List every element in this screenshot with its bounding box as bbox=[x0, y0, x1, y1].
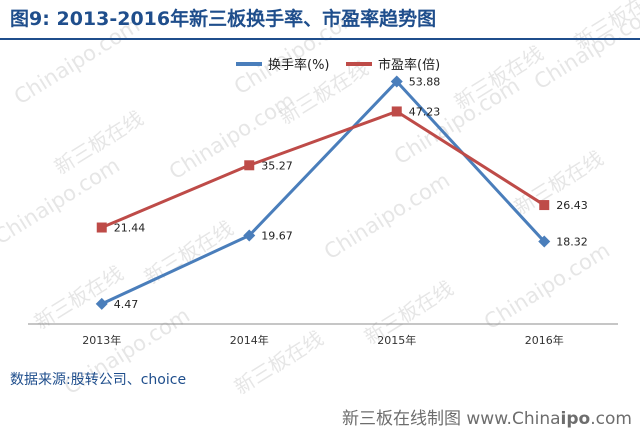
legend-label: 换手率(%) bbox=[268, 57, 330, 73]
square-marker bbox=[244, 160, 255, 171]
data-label: 47.23 bbox=[409, 105, 441, 118]
diamond-marker bbox=[95, 297, 108, 310]
data-label: 21.44 bbox=[114, 222, 146, 235]
brand-suffix: .com bbox=[590, 409, 632, 429]
x-tick-label: 2016年 bbox=[525, 333, 564, 347]
brand-footer: 新三板在线制图 www.Chinaipo.com bbox=[342, 404, 632, 429]
data-label: 26.43 bbox=[556, 199, 588, 212]
diamond-marker bbox=[243, 229, 256, 242]
title-text: 2013-2016年新三板换手率、市盈率趋势图 bbox=[56, 8, 437, 30]
watermark-en: Chinaipo.com bbox=[320, 168, 454, 264]
data-label: 4.47 bbox=[114, 298, 139, 311]
x-tick-label: 2013年 bbox=[82, 333, 121, 347]
x-axis: 2013年 2014年 2015年 2016年 bbox=[28, 323, 618, 347]
legend-label: 市盈率(倍) bbox=[378, 57, 440, 73]
figure-number: 图9 bbox=[10, 8, 43, 30]
square-marker bbox=[96, 222, 107, 233]
source-note: 数据来源:股转公司、choice bbox=[10, 372, 187, 388]
title-separator: : bbox=[42, 8, 50, 30]
brand-prefix: 新三板在线制图 www.China bbox=[342, 409, 561, 429]
x-tick-label: 2014年 bbox=[230, 333, 269, 347]
data-label: 19.67 bbox=[261, 229, 293, 242]
square-marker bbox=[391, 106, 402, 117]
title-rule bbox=[0, 38, 640, 40]
data-label: 35.27 bbox=[261, 159, 293, 172]
series-line-0 bbox=[101, 80, 546, 306]
diamond-marker bbox=[538, 235, 551, 248]
series-line-1 bbox=[101, 109, 546, 229]
data-label: 53.88 bbox=[409, 76, 441, 89]
chart-title: 图9: 2013-2016年新三板换手率、市盈率趋势图 bbox=[10, 4, 436, 31]
x-tick-label: 2015年 bbox=[377, 333, 416, 347]
data-label: 18.32 bbox=[556, 236, 588, 249]
brand-bold: ipo bbox=[560, 409, 591, 429]
legend: 换手率(%) 市盈率(倍) bbox=[236, 57, 440, 73]
square-marker bbox=[539, 200, 550, 211]
series-group: 4.47 19.67 53.88 18.32 21.44 35.27 47.23 26.43 bbox=[95, 75, 588, 311]
diamond-marker bbox=[390, 75, 403, 88]
watermark-en: Chinaipo.com bbox=[480, 238, 614, 334]
